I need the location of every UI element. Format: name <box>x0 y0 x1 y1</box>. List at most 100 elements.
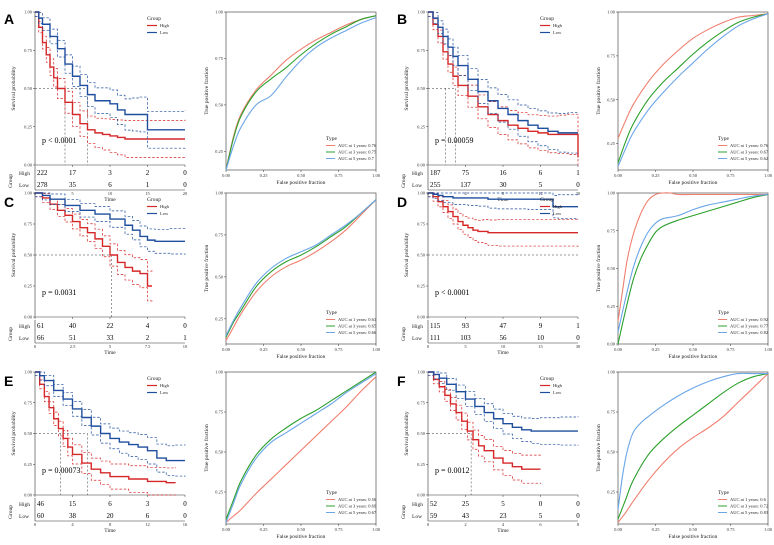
x-tick-label: 0.75 <box>335 527 344 532</box>
km-panel-C: C 0.00 0.25 0.50 0.75 1.00 Survival probabilit… <box>4 191 188 357</box>
ci-upper-high <box>35 192 153 272</box>
x-tick-label: 2.5 <box>70 344 76 349</box>
risk-count-low: 0 <box>576 181 580 189</box>
y-tick-label: 0.00 <box>417 163 426 168</box>
x-tick-label: 0.50 <box>689 347 698 352</box>
p-value-label: p = 0.0031 <box>42 288 77 297</box>
risk-count-low: 38 <box>69 512 77 520</box>
y-tick-label: 0.25 <box>215 316 224 321</box>
y-tick-label: 0.75 <box>607 53 616 58</box>
risk-count-low: 43 <box>462 512 470 520</box>
y-tick-label: 0.50 <box>215 450 224 455</box>
x-axis-title: False positive fraction <box>669 353 718 360</box>
x-tick-label: 0.50 <box>297 527 306 532</box>
roc-curve-5yr <box>225 373 377 523</box>
risk-count-low: 137 <box>460 181 471 189</box>
risk-count-low: 30 <box>500 181 508 189</box>
survival-curve-low <box>428 11 578 134</box>
x-tick-label: 5 <box>464 344 467 349</box>
x-tick-label: 20 <box>183 191 188 196</box>
legend-entry: AUC at 3 years: 0.75 <box>338 150 377 155</box>
x-tick-label: 16 <box>183 522 188 527</box>
x-tick-label: 30 <box>576 191 581 196</box>
x-tick-label: 0.50 <box>689 173 698 178</box>
survival-curve-high <box>35 371 176 484</box>
legend-title: Group <box>540 16 554 22</box>
x-tick-label: 5 <box>71 191 74 196</box>
y-tick-label: 0.50 <box>24 253 33 258</box>
y-axis-title: True positive fraction <box>203 424 210 472</box>
x-tick-label: 4 <box>502 522 505 527</box>
legend-entry: AUC at 3 years: 0.72 <box>730 504 768 509</box>
roc-panel-A: 0.00 0.25 0.50 0.75 1.00 0.25 0.50 0.75 1.00 Fals… <box>203 10 381 187</box>
y-tick-label: 0.25 <box>24 462 33 467</box>
legend-entry: AUC at 5 years: 0.83 <box>730 510 769 515</box>
km-panel-B: B 0.00 0.25 0.50 0.75 1.00 Survival probabilit… <box>397 10 581 204</box>
y-tick-label: 1.00 <box>24 370 33 375</box>
risk-table-group-title: Group <box>8 327 14 341</box>
ci-upper-low <box>35 371 186 447</box>
x-tick-label: 0.25 <box>260 347 269 352</box>
risk-label-high: High <box>19 324 30 330</box>
y-tick-label: 0.25 <box>417 284 426 289</box>
risk-count-high: 93 <box>462 322 470 330</box>
risk-table-group-title: Group <box>8 174 14 188</box>
risk-count-low: 20 <box>107 512 115 520</box>
x-tick-label: 0.00 <box>222 347 231 352</box>
risk-count-low: 56 <box>500 334 508 342</box>
legend-title: Type <box>326 490 337 496</box>
roc-curve-1yr <box>617 192 768 322</box>
legend-entry: AUC at 5 years: 0.67 <box>338 510 377 515</box>
x-tick-label: 1.00 <box>372 347 381 352</box>
risk-label-low: Low <box>412 183 422 189</box>
x-tick-label: 4 <box>464 191 467 196</box>
panel-letter: D <box>397 194 407 210</box>
y-tick-label: 0.00 <box>24 493 33 498</box>
risk-count-low: 6 <box>146 512 150 520</box>
risk-count-high: 0 <box>539 500 543 508</box>
survival-curve-low <box>428 371 578 432</box>
y-tick-label: 0.00 <box>417 493 426 498</box>
x-tick-label: 0.75 <box>727 173 736 178</box>
y-tick-label: 0.00 <box>417 315 426 320</box>
x-tick-label: 12 <box>145 522 150 527</box>
survival-curve-low <box>428 192 578 208</box>
risk-count-high: 40 <box>69 322 77 330</box>
y-tick-label: 0.00 <box>24 163 33 168</box>
y-tick-label: 0.75 <box>24 222 33 227</box>
x-tick-label: 0.50 <box>297 173 306 178</box>
x-tick-label: 0.50 <box>689 527 698 532</box>
y-tick-label: 1.00 <box>607 191 616 196</box>
risk-count-low: 23 <box>500 512 508 520</box>
x-tick-label: 1.00 <box>764 173 773 178</box>
risk-label-high: High <box>412 324 423 330</box>
legend-label-low: Low <box>553 30 562 35</box>
legend-label-high: High <box>553 204 563 209</box>
p-value-label: p < 0.0001 <box>435 288 470 297</box>
risk-label-low: Low <box>19 336 29 342</box>
risk-count-high: 187 <box>430 169 441 177</box>
legend-title: Group <box>147 376 161 382</box>
legend-label-low: Low <box>553 390 562 395</box>
km-panel-A: A 0.00 0.25 0.50 0.75 1.00 Survival probabilit… <box>4 10 188 204</box>
risk-count-high: 75 <box>462 169 470 177</box>
ci-lower-high <box>35 196 153 302</box>
y-tick-label: 0.50 <box>215 274 224 279</box>
risk-count-high: 16 <box>500 169 508 177</box>
x-tick-label: 0.25 <box>652 173 661 178</box>
panel-letter: A <box>4 11 14 27</box>
x-tick-label: 1.00 <box>372 527 381 532</box>
roc-panel-D: 0.00 0.25 0.50 0.75 1.00 0.00 0.25 0.50 0.75 1.00… <box>595 191 773 361</box>
x-axis-title: Time <box>104 350 116 356</box>
roc-curve-5yr <box>617 193 769 333</box>
roc-curve-5yr <box>617 13 769 167</box>
risk-count-low: 0 <box>576 512 580 520</box>
ci-lower-high <box>35 375 176 496</box>
y-tick-label: 0.25 <box>607 304 616 309</box>
risk-count-high: 3 <box>108 169 112 177</box>
risk-count-low: 60 <box>37 512 45 520</box>
km-panel-D: D 0.00 0.25 0.50 0.75 1.00 Survival probabilit… <box>397 191 581 357</box>
ci-upper-low <box>35 11 186 112</box>
legend-entry: AUC at 5 years: 0.62 <box>730 156 768 161</box>
y-tick-label: 0.75 <box>215 56 224 61</box>
